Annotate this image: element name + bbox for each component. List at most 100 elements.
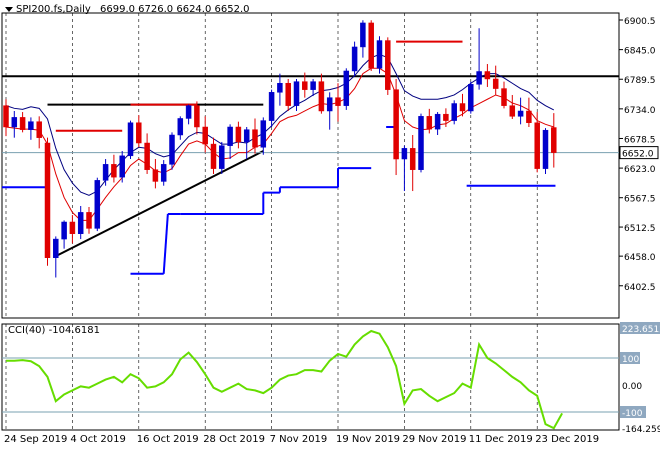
x-tick-label: 23 Dec 2019 <box>535 434 599 445</box>
x-tick-label: 28 Oct 2019 <box>203 434 265 445</box>
candle-body <box>360 22 366 48</box>
cci-y-tick-label: 223.6512 <box>622 325 660 335</box>
collapse-triangle-icon[interactable] <box>5 7 13 12</box>
candle-body <box>177 118 184 136</box>
candle-body <box>69 221 76 234</box>
candle-body <box>111 164 117 178</box>
y-tick-label: 6458.0 <box>624 253 656 263</box>
candle-body <box>426 116 433 130</box>
candle-body <box>152 169 159 182</box>
candle-body <box>310 81 316 90</box>
candle-body <box>252 129 258 148</box>
candle-body <box>451 103 457 121</box>
candle-body <box>53 238 59 258</box>
candle-body <box>409 148 416 170</box>
candle-body <box>28 121 34 130</box>
candle-body <box>260 120 267 148</box>
candle-body <box>293 81 300 106</box>
candle-body <box>44 142 51 258</box>
candle-body <box>393 89 399 160</box>
indicator-header: CCI(40) -104.6181 <box>8 325 100 336</box>
candle-body <box>185 105 192 119</box>
candle-body <box>277 82 283 93</box>
y-tick-label: 6623.0 <box>624 165 656 175</box>
candle-body <box>468 84 474 112</box>
y-tick-label: 6845.0 <box>624 47 656 57</box>
candle-body <box>77 212 84 234</box>
candle-body <box>202 126 208 145</box>
cci-tick-highlight <box>620 352 640 364</box>
candle-body <box>61 221 67 240</box>
candle-body <box>509 105 516 117</box>
candle-body <box>476 71 482 85</box>
y-tick-label: 6512.5 <box>624 224 656 234</box>
candle-body <box>326 97 333 112</box>
candle-body <box>227 126 233 146</box>
candle-body <box>219 145 225 169</box>
y-tick-label: 6678.5 <box>624 135 656 145</box>
candle-body <box>169 134 175 165</box>
candle-body <box>235 126 242 143</box>
cci-tick-highlight <box>620 406 646 418</box>
candle-body <box>376 40 383 69</box>
candle-body <box>86 212 92 229</box>
candle-body <box>102 164 109 181</box>
ohlc-values: 6699.0 6726.0 6624.0 6652.0 <box>100 4 250 15</box>
x-tick-label: 7 Nov 2019 <box>270 434 328 445</box>
price-panel-frame <box>1 12 620 319</box>
y-tick-label: 6402.5 <box>624 283 656 293</box>
candle-body <box>19 117 26 130</box>
cci-y-tick-label: 0.00 <box>622 382 642 392</box>
candle-body <box>119 155 125 178</box>
candle-body <box>302 81 308 90</box>
candle-body <box>542 129 549 169</box>
candle-body <box>285 82 291 106</box>
cci-y-tick-label: 100 <box>622 355 639 365</box>
y-tick-label: 6900.5 <box>624 17 656 27</box>
x-tick-label: 11 Dec 2019 <box>469 434 533 445</box>
candle-body <box>517 110 524 117</box>
candle-body <box>351 46 358 72</box>
candle-body <box>127 122 134 157</box>
x-tick-label: 29 Nov 2019 <box>402 434 466 445</box>
cci-panel-frame <box>1 323 620 431</box>
candle-body <box>401 148 408 160</box>
candle-body <box>136 122 142 144</box>
candle-body <box>11 117 18 128</box>
candle-body <box>210 143 217 169</box>
candle-body <box>368 22 374 69</box>
candle-body <box>484 71 491 80</box>
x-tick-label: 4 Oct 2019 <box>70 434 125 445</box>
candle-body <box>385 40 391 90</box>
candle-body <box>534 122 540 169</box>
x-tick-label: 24 Sep 2019 <box>4 434 67 445</box>
y-tick-label: 6734.0 <box>624 106 656 116</box>
candle-body <box>434 113 441 130</box>
candle-body <box>94 180 101 229</box>
candle-body <box>243 129 250 143</box>
candle-body <box>335 97 341 106</box>
trailing-stop-riser <box>162 213 169 274</box>
candle-body <box>551 127 557 153</box>
cci-tick-highlight <box>620 322 660 334</box>
candle-body <box>501 88 507 106</box>
candle-body <box>194 105 200 128</box>
cci-y-tick-label: -164.259 <box>622 425 660 435</box>
candle-body <box>318 81 325 112</box>
symbol-label: SPI200.fs,Daily <box>16 4 91 15</box>
candle-body <box>343 70 350 106</box>
y-tick-label: 6567.5 <box>624 195 656 205</box>
candle-body <box>144 142 150 170</box>
candle-body <box>526 110 532 123</box>
candle-body <box>3 105 9 128</box>
candle-body <box>459 103 466 112</box>
y-tick-label: 6789.5 <box>624 76 656 86</box>
candle-body <box>36 121 42 138</box>
cci-y-tick-label: -100 <box>622 409 643 419</box>
candle-body <box>443 113 449 121</box>
cci-line <box>6 329 563 430</box>
candle-body <box>160 164 167 182</box>
candle-body <box>418 116 424 170</box>
main-chart-header: SPI200.fs,Daily 6699.0 6726.0 6624.0 665… <box>16 4 250 15</box>
current-price-box <box>619 146 659 160</box>
